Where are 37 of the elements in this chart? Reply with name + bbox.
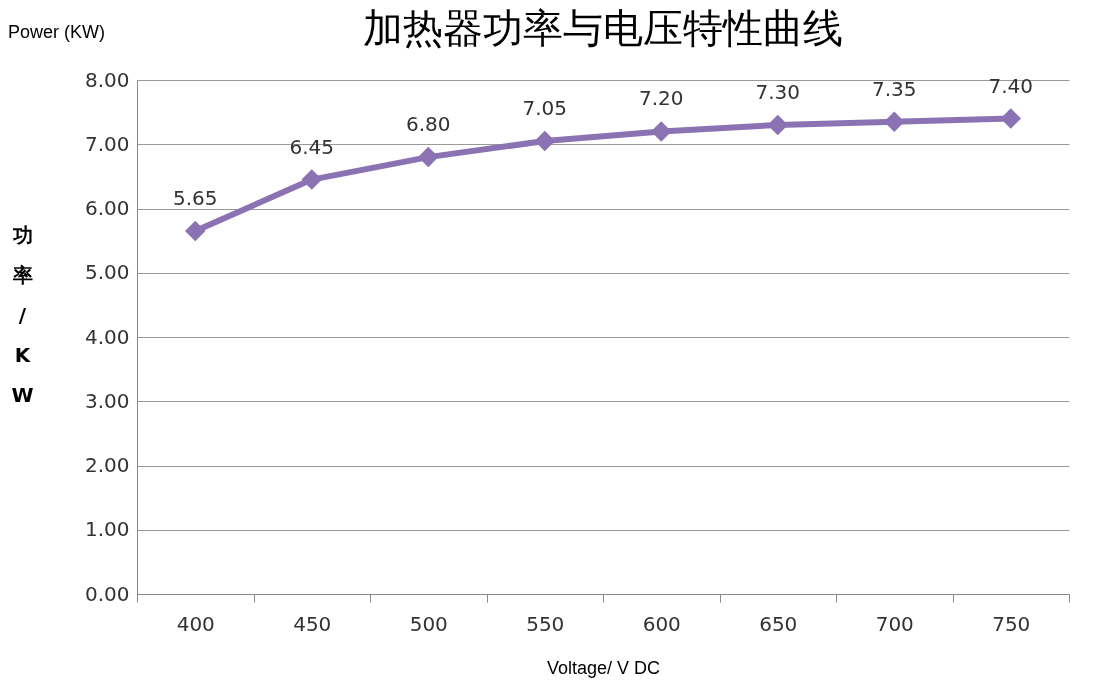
x-tick-label: 600 bbox=[642, 611, 681, 636]
x-axis-title: Voltage/ V DC bbox=[546, 657, 661, 678]
chart-title: 加热器功率与电压特性曲线 bbox=[363, 5, 843, 51]
x-tick-label: 650 bbox=[759, 611, 798, 636]
y-tick-label: 2.00 bbox=[84, 453, 130, 477]
y-axis-title: 功率/KW bbox=[11, 222, 34, 407]
x-tick-label: 700 bbox=[875, 611, 914, 636]
y-tick-label: 1.00 bbox=[84, 517, 130, 542]
data-label: 7.05 bbox=[522, 96, 568, 121]
point bbox=[1000, 108, 1021, 129]
x-tick-label: 750 bbox=[992, 611, 1031, 636]
x-tick-label: 450 bbox=[293, 611, 332, 636]
x-tick-label: 400 bbox=[176, 611, 215, 636]
point bbox=[301, 169, 322, 190]
point bbox=[651, 121, 672, 142]
point bbox=[418, 146, 439, 168]
data-label: 7.20 bbox=[638, 86, 684, 111]
data-label: 7.40 bbox=[988, 73, 1034, 98]
data-label: 7.35 bbox=[871, 76, 917, 101]
y-tick-label: 5.00 bbox=[84, 260, 130, 285]
y-tick-label: 6.00 bbox=[84, 196, 130, 220]
y-tick-label: 7.00 bbox=[84, 131, 130, 156]
x-tick-label: 500 bbox=[409, 611, 448, 636]
y-tick-label: 0.00 bbox=[84, 581, 130, 606]
data-label: 7.30 bbox=[755, 79, 801, 104]
y-tick-label: 4.00 bbox=[84, 324, 130, 349]
point bbox=[185, 220, 206, 242]
y-tick-label: 8.00 bbox=[84, 67, 130, 92]
data-label: 6.45 bbox=[289, 134, 335, 159]
point bbox=[767, 114, 788, 136]
point bbox=[534, 130, 555, 152]
x-tick-label: 550 bbox=[526, 611, 565, 636]
text: Power (KW) bbox=[8, 22, 106, 43]
point bbox=[884, 111, 905, 133]
data-label: 6.80 bbox=[405, 112, 451, 137]
data-label: 5.65 bbox=[172, 185, 218, 210]
y-tick-label: 3.00 bbox=[84, 388, 130, 413]
